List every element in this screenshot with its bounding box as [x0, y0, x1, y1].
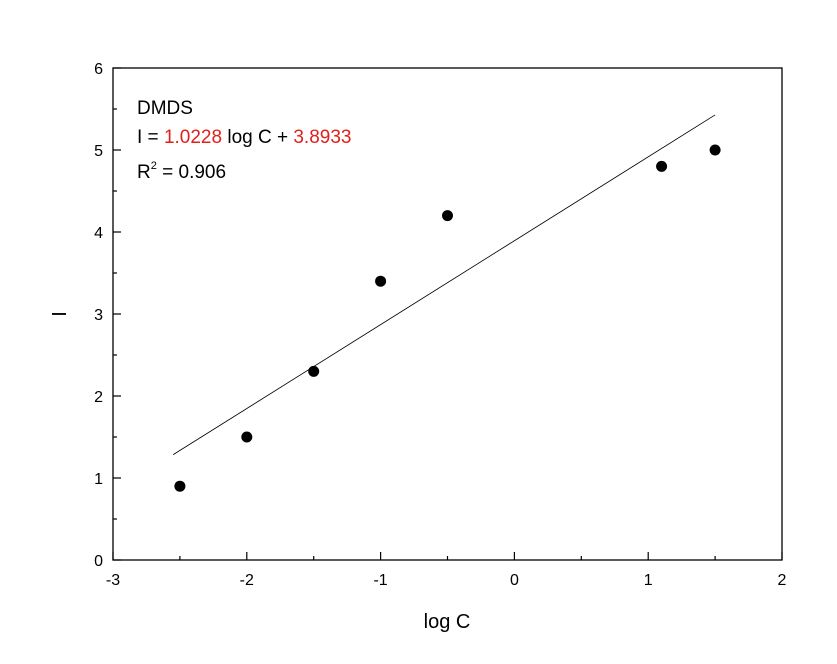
- y-tick-label: 4: [94, 225, 103, 242]
- point: [308, 365, 320, 377]
- r-exponent: 2: [151, 160, 157, 172]
- point: [656, 160, 668, 172]
- equation: I = 1.0228 log C + 3.8933: [137, 127, 351, 148]
- equation-part: log C +: [222, 127, 293, 148]
- y-tick-label: 3: [94, 307, 103, 324]
- x-tick-label: -3: [106, 572, 120, 589]
- point: [442, 210, 453, 222]
- x-tick-label: 2: [778, 572, 787, 589]
- equation-part: 3.8933: [293, 127, 351, 148]
- fit-line: [172, 114, 716, 455]
- point: [375, 275, 387, 287]
- y-tick-label: 5: [94, 143, 103, 160]
- x-axis-label: log C: [424, 611, 471, 633]
- r-squared: R2 = 0.906: [137, 160, 226, 183]
- y-axis-label: I: [49, 311, 71, 317]
- equation-part: 1.0228: [164, 127, 222, 148]
- x-tick-label: -2: [240, 572, 254, 589]
- annotation-label: DMDS: [137, 98, 193, 119]
- x-tick-label: -1: [373, 572, 387, 589]
- equation-part: I =: [137, 127, 164, 148]
- y-tick-label: 2: [94, 389, 103, 406]
- point: [709, 144, 721, 156]
- point: [174, 480, 186, 492]
- x-tick-label: 0: [510, 572, 519, 589]
- y-tick-label: 0: [94, 553, 103, 570]
- r-symbol: R: [137, 162, 151, 183]
- y-tick-label: 1: [94, 471, 103, 488]
- r-value: = 0.906: [157, 162, 226, 183]
- x-tick-label: 1: [644, 572, 653, 589]
- y-tick-label: 6: [94, 61, 103, 78]
- point: [241, 431, 253, 443]
